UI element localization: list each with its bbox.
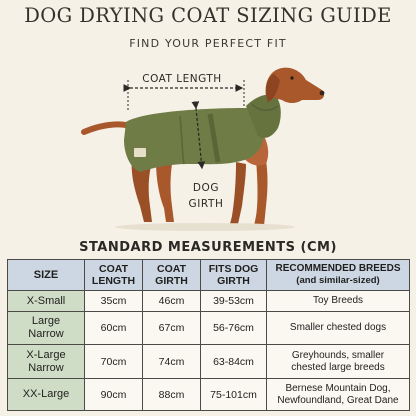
dog-front-leg-front: [254, 160, 268, 226]
dog-back-leg-front: [156, 160, 174, 222]
dog-girth-label-line2: GIRTH: [188, 198, 224, 210]
breeds-cell: Smaller chested dogs: [266, 311, 410, 345]
header-size: SIZE: [7, 259, 85, 291]
coat-length-cell: 90cm: [84, 378, 143, 411]
dog-coat-illustration: [81, 67, 325, 231]
page-title: DOG DRYING COAT SIZING GUIDE: [24, 4, 392, 27]
coat-length-cell: 60cm: [84, 311, 143, 345]
breeds-cell: Greyhounds, smaller chested large breeds: [266, 344, 410, 379]
fits-dog-girth-cell: 39-53cm: [200, 290, 267, 312]
size-cell: Large Narrow: [7, 311, 85, 345]
coat-collar-fold: [251, 103, 279, 111]
fits-dog-girth-cell: 63-84cm: [200, 344, 267, 379]
coat-girth-cell: 46cm: [142, 290, 201, 312]
header-recommended-breeds: RECOMMENDED BREEDS (and similar-sized): [266, 259, 410, 291]
coat-label-patch: [134, 148, 146, 157]
table-header-row: SIZE COAT LENGTH COAT GIRTH FITS DOG GIR…: [7, 259, 410, 291]
breeds-cell: Toy Breeds: [266, 290, 410, 312]
dog-nose: [319, 90, 325, 96]
dog-ear: [266, 74, 280, 102]
ground-shadow: [115, 223, 295, 231]
size-cell: X-Large Narrow: [7, 344, 85, 379]
dog-tail: [81, 121, 133, 135]
dog-girth-arrow: [191, 101, 206, 170]
dog-girth-label: DOG GIRTH: [176, 180, 236, 212]
dog-girth-label-line1: DOG: [192, 182, 220, 194]
coat-girth-cell: 74cm: [142, 344, 201, 379]
dog-front-leg-rear: [230, 162, 246, 224]
table-row: X-Small 35cm 46cm 39-53cm Toy Breeds: [7, 290, 410, 312]
coat-body: [124, 108, 265, 172]
coat-collar: [246, 94, 281, 138]
dog-back-leg-rear: [131, 156, 152, 222]
page-subtitle: FIND YOUR PERFECT FIT: [129, 37, 287, 50]
fits-dog-girth-cell: 75-101cm: [200, 378, 267, 411]
fits-dog-girth-cell: 56-76cm: [200, 311, 267, 345]
coat-length-label: COAT LENGTH: [132, 73, 232, 85]
coat-seam: [179, 115, 185, 165]
coat-girth-cell: 67cm: [142, 311, 201, 345]
table-row: X-Large Narrow 70cm 74cm 63-84cm Greyhou…: [7, 344, 410, 379]
header-fits-dog-girth: FITS DOG GIRTH: [200, 259, 267, 291]
coat-length-cell: 35cm: [84, 290, 143, 312]
header-coat-girth: COAT GIRTH: [142, 259, 201, 291]
coat-belly-strap: [207, 113, 221, 163]
coat-length-cell: 70cm: [84, 344, 143, 379]
size-cell: XX-Large: [7, 378, 85, 411]
header-coat-length: COAT LENGTH: [84, 259, 143, 291]
size-cell: X-Small: [7, 290, 85, 312]
measurements-section-title: STANDARD MEASUREMENTS (CM): [79, 240, 337, 255]
size-table: SIZE COAT LENGTH COAT GIRTH FITS DOG GIR…: [7, 259, 410, 411]
breeds-cell: Bernese Mountain Dog, Newfoundland, Grea…: [266, 378, 410, 411]
dog-head: [265, 67, 325, 103]
coat-girth-cell: 88cm: [142, 378, 201, 411]
table-row: Large Narrow 60cm 67cm 56-76cm Smaller c…: [7, 311, 410, 345]
table-row: XX-Large 90cm 88cm 75-101cm Bernese Moun…: [7, 378, 410, 411]
dog-eye: [290, 76, 294, 80]
